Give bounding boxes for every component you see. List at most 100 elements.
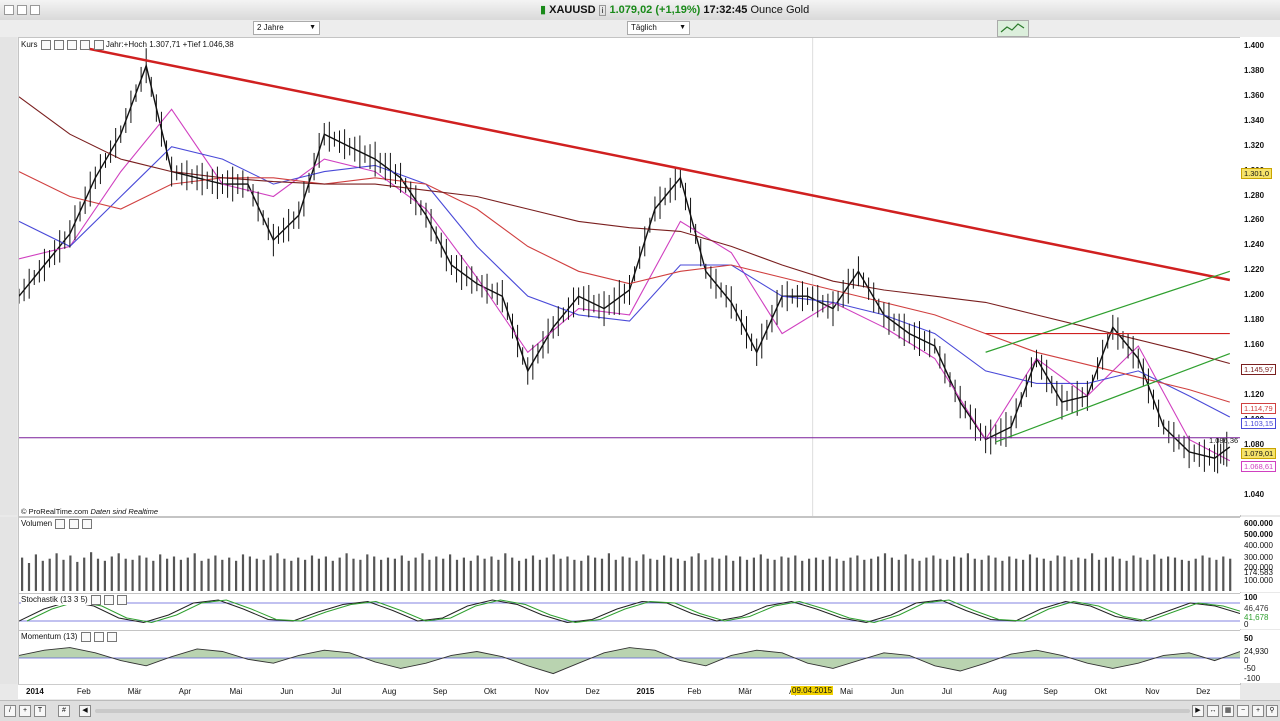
- volume-bar: [745, 559, 749, 591]
- info-icon[interactable]: i: [598, 5, 607, 16]
- price-tick: 1.240: [1244, 240, 1265, 250]
- volume-bar: [718, 558, 721, 591]
- volume-bar: [172, 556, 176, 591]
- volume-bar: [1173, 557, 1177, 591]
- trendline-2: [985, 270, 1231, 353]
- stochastic-axis: 100 46,476 41,678 0: [1240, 593, 1280, 629]
- close-icon[interactable]: [117, 595, 128, 605]
- price-tick: 1.320: [1244, 140, 1265, 150]
- draw-tool-icon[interactable]: /: [4, 705, 16, 717]
- volume-bar: [890, 557, 893, 591]
- zoom-out-icon[interactable]: −: [1237, 705, 1249, 717]
- price-panel-header: Kurs Jahr:+Hoch 1.307,71 +Tief 1.046,38: [21, 40, 234, 50]
- momentum-tick: -50: [1244, 664, 1256, 673]
- volume-bar: [304, 559, 307, 591]
- interval-select-value: Täglich: [631, 23, 657, 32]
- time-axis[interactable]: 2014 Feb Mär Apr Mai Jun Jul Aug Sep Okt Nov Dez 201…: [18, 684, 1240, 699]
- stochastic-panel[interactable]: Stochastik (13 3 5): [18, 593, 1241, 631]
- volume-bar: [193, 553, 196, 591]
- zoom-fit-icon[interactable]: ↔: [1207, 705, 1219, 717]
- volume-bar: [946, 559, 949, 591]
- volume-bar: [918, 560, 921, 591]
- maximize-window-button[interactable]: [30, 5, 40, 15]
- volume-bar: [34, 554, 37, 591]
- search-icon[interactable]: ⚲: [1266, 705, 1278, 717]
- interval-select[interactable]: Täglich ▼: [627, 21, 690, 35]
- time-tick: Jun: [280, 687, 294, 696]
- text-tool-icon[interactable]: T: [34, 705, 46, 717]
- price-tag: 1.145,97: [1241, 364, 1277, 375]
- window-icon[interactable]: [104, 595, 115, 605]
- period-select[interactable]: 2 Jahre ▼: [253, 21, 320, 35]
- volume-bar: [766, 558, 769, 591]
- volume-bar: [1139, 557, 1142, 591]
- settings-icon[interactable]: [90, 595, 101, 605]
- close-icon[interactable]: [67, 40, 78, 50]
- chart-type-button[interactable]: [997, 20, 1029, 37]
- close-icon[interactable]: [107, 632, 118, 642]
- volume-bar: [849, 557, 852, 591]
- close-window-button[interactable]: [4, 5, 14, 15]
- momentum-tick: 50: [1244, 634, 1253, 643]
- volume-bar: [980, 559, 983, 591]
- volume-bar: [649, 558, 652, 591]
- chevron-down-icon: ▼: [309, 24, 316, 31]
- settings-icon[interactable]: [80, 632, 91, 642]
- volume-bar: [600, 558, 604, 591]
- time-scrollbar[interactable]: [95, 709, 1190, 713]
- momentum-panel-header: Momentum (13): [21, 632, 118, 642]
- volume-bar: [953, 556, 956, 591]
- trendline-1: [995, 352, 1231, 443]
- calendar-icon[interactable]: ▦: [1222, 705, 1234, 717]
- price-tag: 1.301,0: [1241, 168, 1273, 179]
- volume-bar: [821, 559, 824, 591]
- close-icon[interactable]: [81, 519, 92, 529]
- zoom-in-icon[interactable]: +: [1252, 705, 1264, 717]
- volume-bar: [400, 555, 403, 591]
- price-panel[interactable]: Kurs Jahr:+Hoch 1.307,71 +Tief 1.046,38 …: [18, 37, 1241, 517]
- volume-bar: [1084, 558, 1087, 591]
- volume-bar: [1215, 559, 1218, 591]
- volume-bar: [669, 557, 673, 591]
- volume-panel[interactable]: Volumen: [18, 517, 1241, 594]
- volume-bar: [911, 558, 914, 591]
- volume-bar: [656, 559, 659, 591]
- add-icon[interactable]: [80, 40, 91, 50]
- volume-bar: [317, 558, 320, 591]
- series-ma50-line: [19, 146, 1231, 418]
- volume-bar: [732, 560, 735, 591]
- volume-panel-label: Volumen: [21, 519, 53, 529]
- volume-bar: [41, 560, 44, 591]
- minimize-window-button[interactable]: [17, 5, 27, 15]
- stochastic-panel-header: Stochastik (13 3 5): [21, 595, 128, 605]
- grid-icon[interactable]: #: [58, 705, 70, 717]
- volume-bar: [773, 559, 776, 591]
- price-tick: 1.280: [1244, 190, 1265, 200]
- scroll-right-icon[interactable]: ▶: [1192, 705, 1204, 717]
- price-tick: 1.120: [1244, 389, 1265, 399]
- window-icon[interactable]: [93, 632, 104, 642]
- volume-bar: [587, 555, 590, 591]
- volume-bar: [497, 559, 500, 591]
- zoom-icon[interactable]: [93, 40, 104, 50]
- instrument-icon: ▮: [540, 4, 547, 16]
- volume-bar: [131, 559, 134, 591]
- volume-bar: [1042, 558, 1045, 591]
- price-axis[interactable]: 1.4001.3801.3601.3401.3201.3001.2801.260…: [1240, 37, 1280, 515]
- price-change: 1.079,02 (+1,19%): [609, 4, 701, 16]
- time-tick: Aug: [382, 687, 397, 696]
- volume-tick: 300.000: [1244, 553, 1273, 562]
- volume-bar: [1180, 559, 1183, 591]
- window-icon[interactable]: [68, 519, 79, 529]
- volume-bar: [1022, 559, 1025, 591]
- momentum-panel-label: Momentum (13): [21, 632, 78, 642]
- momentum-line: [19, 647, 1240, 675]
- pointer-icon[interactable]: +: [19, 705, 31, 717]
- volume-bar: [469, 560, 472, 591]
- window-icon[interactable]: [53, 40, 64, 50]
- settings-icon[interactable]: [55, 519, 66, 529]
- volume-bar: [283, 558, 286, 591]
- scroll-left-icon[interactable]: ◀: [79, 705, 91, 717]
- momentum-panel[interactable]: Momentum (13): [18, 630, 1241, 685]
- settings-icon[interactable]: [40, 40, 51, 50]
